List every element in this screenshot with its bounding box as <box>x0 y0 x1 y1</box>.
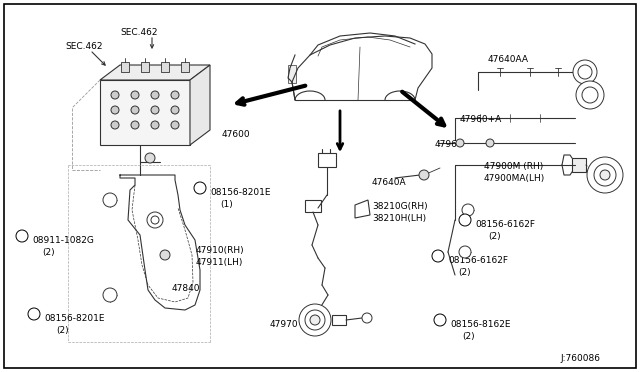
Circle shape <box>594 164 616 186</box>
Circle shape <box>486 139 494 147</box>
Circle shape <box>151 91 159 99</box>
Text: (2): (2) <box>462 332 475 341</box>
Circle shape <box>456 139 464 147</box>
Circle shape <box>573 60 597 84</box>
Text: 47900MA(LH): 47900MA(LH) <box>484 174 545 183</box>
Circle shape <box>194 182 206 194</box>
Text: B: B <box>197 183 203 192</box>
Text: 47640A: 47640A <box>372 178 406 187</box>
Circle shape <box>310 315 320 325</box>
Circle shape <box>582 87 598 103</box>
Circle shape <box>434 314 446 326</box>
Text: (2): (2) <box>488 232 500 241</box>
Text: B: B <box>435 251 441 260</box>
Bar <box>332 315 346 325</box>
Bar <box>305 200 321 212</box>
Text: 47960: 47960 <box>435 140 463 149</box>
Text: (2): (2) <box>42 248 54 257</box>
Circle shape <box>576 81 604 109</box>
Circle shape <box>362 313 372 323</box>
Bar <box>100 80 190 145</box>
Text: 08156-8162E: 08156-8162E <box>450 320 511 329</box>
Circle shape <box>305 310 325 330</box>
Text: 08156-6162F: 08156-6162F <box>475 220 535 229</box>
Text: N: N <box>19 231 25 241</box>
Text: 47950: 47950 <box>592 168 621 177</box>
Circle shape <box>145 153 155 163</box>
Circle shape <box>459 246 471 258</box>
Polygon shape <box>355 200 370 218</box>
Text: (2): (2) <box>56 326 68 335</box>
Text: B: B <box>462 215 468 224</box>
Bar <box>572 158 586 172</box>
Circle shape <box>160 250 170 260</box>
Text: 47900M (RH): 47900M (RH) <box>484 162 543 171</box>
Text: 47600: 47600 <box>222 130 251 139</box>
Text: B: B <box>437 315 443 324</box>
Text: 38210G(RH): 38210G(RH) <box>372 202 428 211</box>
Polygon shape <box>190 65 210 145</box>
Circle shape <box>103 193 117 207</box>
Circle shape <box>299 304 331 336</box>
Circle shape <box>103 288 117 302</box>
Bar <box>288 65 296 83</box>
Circle shape <box>111 121 119 129</box>
Bar <box>318 153 336 167</box>
Circle shape <box>432 250 444 262</box>
Circle shape <box>578 65 592 79</box>
Text: 47911(LH): 47911(LH) <box>196 258 243 267</box>
Polygon shape <box>100 65 210 80</box>
Circle shape <box>131 91 139 99</box>
Circle shape <box>131 106 139 114</box>
Text: 08156-6162F: 08156-6162F <box>448 256 508 265</box>
Circle shape <box>131 121 139 129</box>
Text: SEC.462: SEC.462 <box>120 28 157 37</box>
Circle shape <box>459 214 471 226</box>
Bar <box>141 62 149 72</box>
Text: SEC.462: SEC.462 <box>65 42 102 51</box>
Circle shape <box>600 170 610 180</box>
Circle shape <box>151 106 159 114</box>
Text: 08156-8201E: 08156-8201E <box>210 188 271 197</box>
Text: 08911-1082G: 08911-1082G <box>32 236 94 245</box>
Circle shape <box>147 212 163 228</box>
Circle shape <box>16 230 28 242</box>
Text: 47960+A: 47960+A <box>460 115 502 124</box>
Circle shape <box>171 106 179 114</box>
Text: (1): (1) <box>220 200 233 209</box>
Bar <box>161 62 169 72</box>
Text: J:760086: J:760086 <box>560 354 600 363</box>
Text: (2): (2) <box>458 268 470 277</box>
Circle shape <box>151 121 159 129</box>
Circle shape <box>171 121 179 129</box>
Circle shape <box>28 308 40 320</box>
Circle shape <box>419 170 429 180</box>
Text: 47910(RH): 47910(RH) <box>196 246 244 255</box>
Circle shape <box>111 106 119 114</box>
Text: B: B <box>31 310 37 318</box>
Text: 47970: 47970 <box>270 320 299 329</box>
Bar <box>181 62 189 72</box>
Circle shape <box>171 91 179 99</box>
Text: 47840: 47840 <box>172 284 200 293</box>
Circle shape <box>111 91 119 99</box>
Circle shape <box>587 157 623 193</box>
Circle shape <box>151 216 159 224</box>
Bar <box>121 62 129 72</box>
Circle shape <box>462 204 474 216</box>
Text: 47640AA: 47640AA <box>488 55 529 64</box>
Text: 38210H(LH): 38210H(LH) <box>372 214 426 223</box>
Text: 08156-8201E: 08156-8201E <box>44 314 104 323</box>
